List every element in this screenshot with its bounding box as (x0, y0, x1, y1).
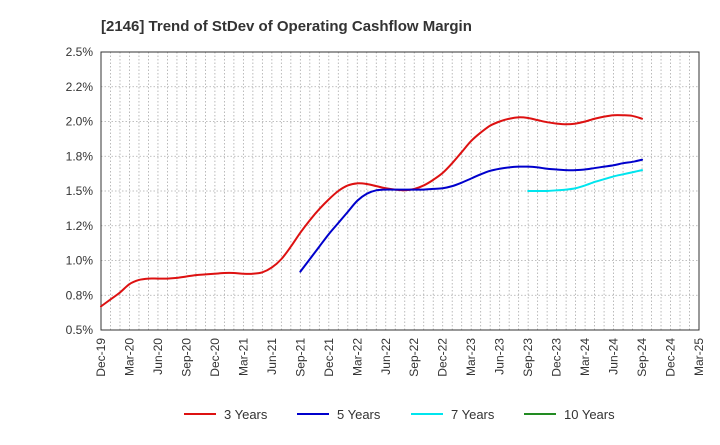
x-tick-label: Mar-22 (350, 338, 364, 376)
series-line-7-years (527, 169, 644, 193)
legend: 3 Years 5 Years 7 Years 10 Years (184, 407, 615, 422)
series-lines (100, 114, 644, 308)
y-tick-label: 1.2% (66, 219, 94, 233)
chart-title: [2146] Trend of StDev of Operating Cashf… (101, 18, 472, 35)
x-tick-label: Dec-21 (322, 338, 336, 377)
x-tick-label: Dec-19 (94, 338, 108, 377)
axes: 0.5% 0.8% 1.0% 1.2% 1.5% 1.8% 2.0% 2.2% 2.5% Dec-… (66, 45, 706, 377)
series-line-5-years (299, 158, 644, 273)
x-tick-label: Dec-24 (664, 338, 678, 377)
x-tick-label: Sep-21 (293, 338, 307, 377)
plot-frame (100, 51, 700, 331)
x-tick-label: Mar-20 (122, 338, 136, 376)
y-tick-label: 1.8% (66, 149, 94, 163)
x-tick-label: Sep-20 (179, 338, 193, 377)
x-tick-label: Mar-23 (464, 338, 478, 376)
x-tick-label: Sep-22 (407, 338, 421, 377)
x-tick-label: Dec-23 (550, 338, 564, 377)
x-tick-label: Sep-23 (521, 338, 535, 377)
y-tick-label: 1.0% (66, 254, 94, 268)
x-tick-label: Sep-24 (635, 338, 649, 377)
x-tick-label: Mar-21 (236, 338, 250, 376)
x-tick-label: Jun-23 (493, 338, 507, 375)
legend-label-3-years: 3 Years (224, 407, 268, 422)
x-tick-label: Dec-20 (208, 338, 222, 377)
y-tick-label: 2.0% (66, 115, 94, 129)
x-tick-label: Jun-22 (379, 338, 393, 375)
x-tick-label: Dec-22 (436, 338, 450, 377)
x-tick-label: Mar-25 (692, 338, 706, 376)
series-line-3-years (100, 114, 644, 308)
x-tick-label: Jun-24 (607, 338, 621, 375)
x-tick-label: Jun-20 (151, 338, 165, 375)
y-tick-label: 2.2% (66, 80, 94, 94)
x-tick-label: Mar-24 (578, 338, 592, 376)
grid-lines (100, 51, 700, 331)
legend-label-10-years: 10 Years (564, 407, 615, 422)
y-tick-label: 2.5% (66, 45, 94, 59)
y-tick-label: 0.5% (66, 323, 94, 337)
legend-label-5-years: 5 Years (337, 407, 381, 422)
y-tick-label: 1.5% (66, 184, 94, 198)
legend-label-7-years: 7 Years (451, 407, 495, 422)
x-tick-label: Jun-21 (265, 338, 279, 375)
y-tick-label: 0.8% (66, 288, 94, 302)
